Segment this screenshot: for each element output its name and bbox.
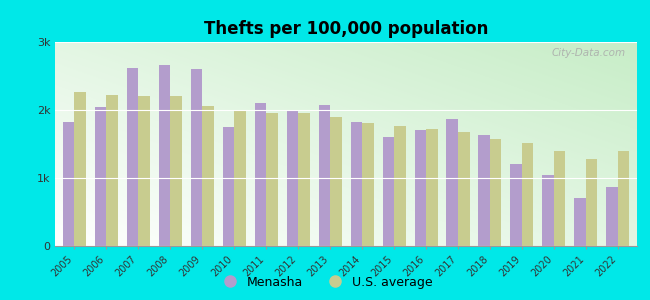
Bar: [575, 198, 586, 246]
Bar: [394, 126, 406, 246]
Bar: [362, 123, 374, 246]
Bar: [522, 142, 534, 246]
Bar: [138, 96, 150, 246]
Bar: [478, 135, 490, 246]
Bar: [510, 164, 522, 246]
Bar: [266, 113, 278, 246]
Bar: [255, 103, 266, 246]
Bar: [415, 130, 426, 246]
Bar: [191, 68, 202, 246]
Bar: [383, 137, 394, 246]
Bar: [458, 132, 469, 246]
Legend: Menasha, U.S. average: Menasha, U.S. average: [212, 271, 438, 294]
Bar: [330, 118, 342, 246]
Bar: [75, 92, 86, 246]
Bar: [490, 139, 501, 246]
Bar: [606, 187, 618, 246]
Bar: [447, 119, 458, 246]
Bar: [318, 105, 330, 246]
Bar: [586, 159, 597, 246]
Bar: [159, 65, 170, 246]
Bar: [234, 111, 246, 246]
Bar: [554, 152, 566, 246]
Bar: [426, 129, 437, 246]
Bar: [170, 96, 182, 246]
Bar: [542, 175, 554, 246]
Text: City-Data.com: City-Data.com: [551, 48, 625, 58]
Title: Thefts per 100,000 population: Thefts per 100,000 population: [204, 20, 488, 38]
Bar: [298, 113, 309, 246]
Bar: [63, 122, 75, 246]
Bar: [95, 106, 107, 246]
Bar: [127, 68, 138, 246]
Bar: [223, 127, 234, 246]
Bar: [618, 152, 629, 246]
Bar: [107, 95, 118, 246]
Bar: [350, 122, 362, 246]
Bar: [287, 110, 298, 246]
Bar: [202, 106, 214, 246]
